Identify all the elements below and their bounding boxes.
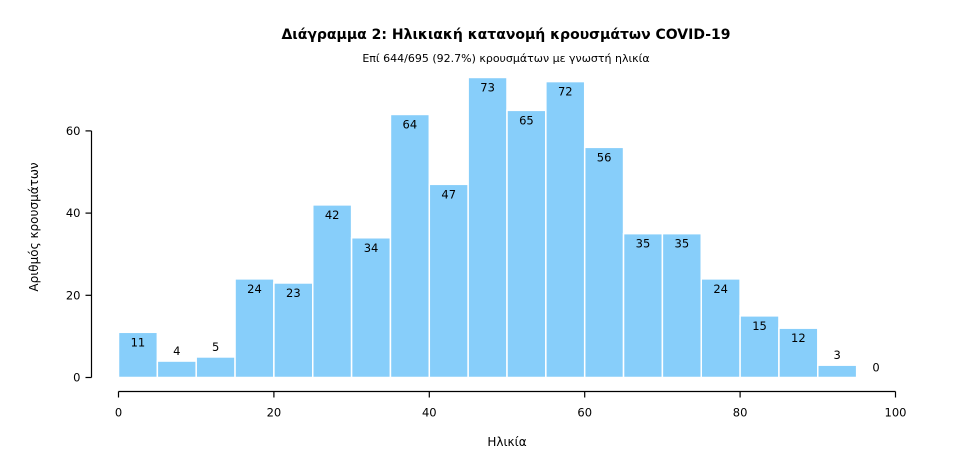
bar-value-label: 73 <box>480 80 495 94</box>
chart-title: Διάγραμμα 2: Ηλικιακή κατανομή κρουσμάτω… <box>281 27 730 43</box>
histogram-bar <box>661 232 703 379</box>
histogram-bar <box>273 282 314 379</box>
x-tick-label: 80 <box>733 406 748 420</box>
bar-value-label: 15 <box>752 319 767 333</box>
bar-value-label: 12 <box>791 331 806 345</box>
x-axis: 0 20 40 60 80 100 <box>115 390 907 420</box>
bar-value-label: 56 <box>597 150 612 164</box>
histogram-bar <box>350 237 392 379</box>
histogram-bar <box>545 80 586 379</box>
x-tick-label: 0 <box>115 406 122 420</box>
histogram-bar <box>506 109 547 379</box>
x-tick-label: 100 <box>885 406 907 420</box>
bar-value-label: 35 <box>636 237 651 251</box>
bar-value-label: 23 <box>286 286 301 300</box>
y-tick-label: 0 <box>73 371 80 385</box>
bar-value-label: 24 <box>713 282 728 296</box>
y-tick-label: 20 <box>66 288 81 302</box>
histogram-bar <box>622 232 664 379</box>
bar-value-label: 4 <box>173 344 180 358</box>
histogram-bar <box>389 113 431 379</box>
histogram-bar <box>156 360 197 379</box>
x-tick-label: 60 <box>577 406 592 420</box>
histogram-bar <box>778 327 819 379</box>
bar-value-label: 24 <box>247 282 262 296</box>
histogram-bar <box>195 356 236 379</box>
histogram-bar <box>312 204 353 379</box>
bar-value-label: 47 <box>441 187 456 201</box>
histogram-bar <box>583 146 625 379</box>
histogram-bar <box>428 183 469 379</box>
bar-value-label: 0 <box>872 361 879 375</box>
bar-value-label: 3 <box>834 348 841 362</box>
y-tick-label: 40 <box>66 206 81 220</box>
bar-value-label: 65 <box>519 113 534 127</box>
x-tick-label: 20 <box>267 406 282 420</box>
bars-group <box>117 76 858 379</box>
y-axis-label: Αριθμός κρουσμάτων <box>27 162 41 291</box>
bar-value-label: 35 <box>675 237 690 251</box>
histogram-bar <box>234 278 275 379</box>
bar-value-label: 72 <box>558 85 573 99</box>
y-axis: 0 20 40 60 <box>66 124 93 385</box>
bar-value-label: 11 <box>131 335 146 349</box>
bar-value-label: 5 <box>212 340 219 354</box>
histogram-bar <box>739 315 780 379</box>
histogram-bar <box>817 364 858 379</box>
x-axis-label: Ηλικία <box>487 435 526 449</box>
histogram-bar <box>467 76 508 379</box>
bar-value-label: 42 <box>325 208 340 222</box>
y-tick-label: 60 <box>66 124 81 138</box>
histogram-bar <box>117 331 159 379</box>
bar-value-label: 64 <box>403 117 418 131</box>
x-tick-label: 40 <box>422 406 437 420</box>
bar-value-label: 34 <box>364 241 379 255</box>
chart-subtitle: Επί 644/695 (92.7%) κρουσμάτων με γνωστή… <box>362 52 649 65</box>
data-labels-group: 11 4 5 24 23 42 34 64 47 73 65 72 56 35 35 24 15 12 3 0 <box>131 80 880 374</box>
